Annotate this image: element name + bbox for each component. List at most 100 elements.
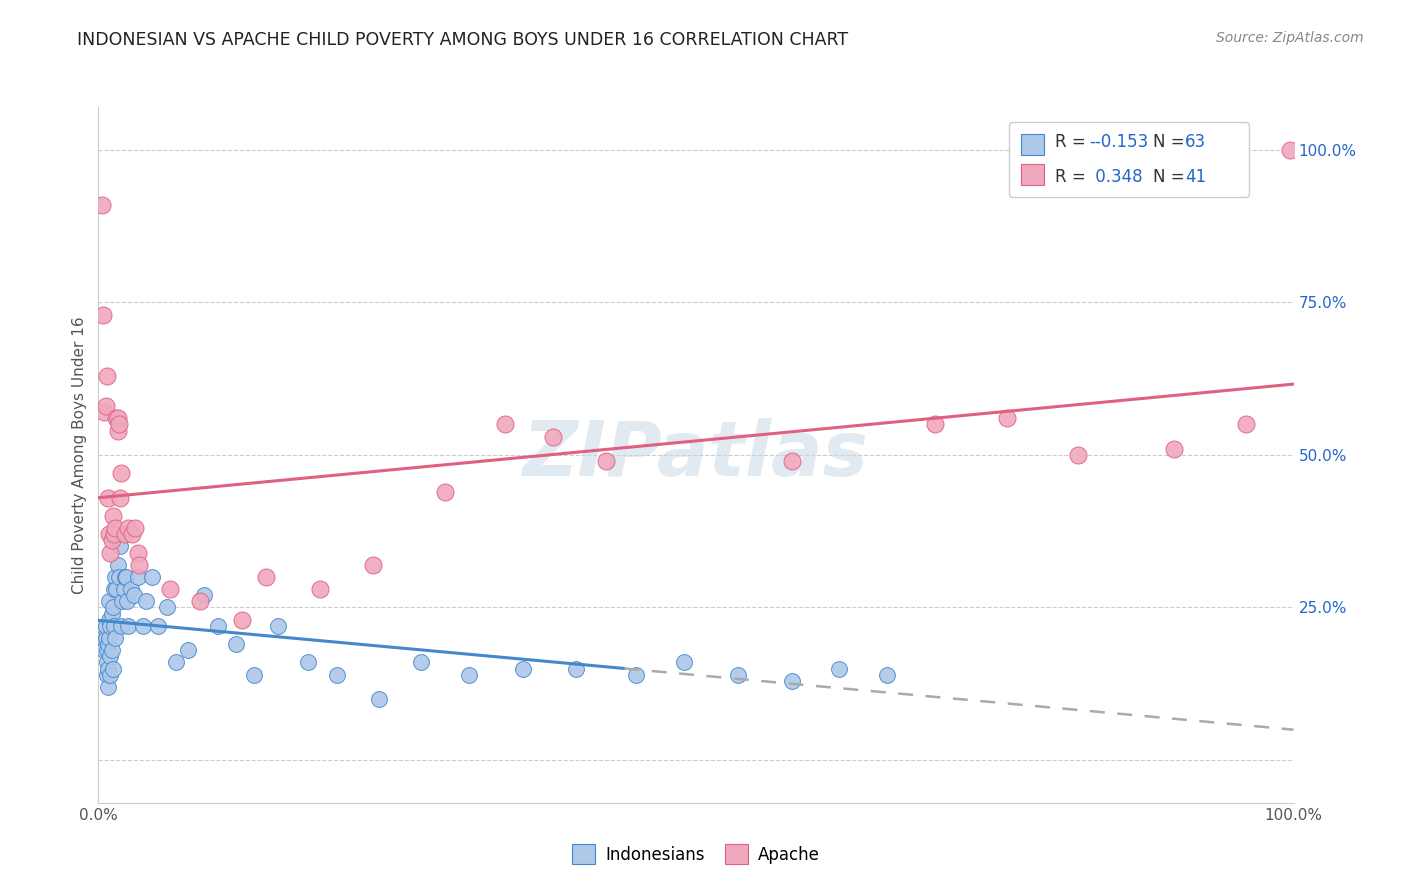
Text: R =: R = [1054,134,1091,152]
Point [207,619,229,633]
Point [673,656,696,670]
Point [107,558,129,572]
Point [103,619,125,633]
Point [112,582,135,597]
Text: R =: R = [1054,168,1091,186]
Point [105,411,128,425]
Point [193,588,215,602]
Point [117,521,139,535]
Point [131,619,153,633]
Point [96,656,118,670]
Point [225,637,247,651]
Point [727,667,749,681]
Point [117,619,139,633]
Point [107,417,129,432]
Point [308,582,330,597]
Point [100,533,122,548]
Point [96,643,118,657]
Point [93,643,115,657]
Text: N =: N = [1153,134,1189,152]
Point [107,411,129,425]
Point [104,570,127,584]
Point [115,594,138,608]
Text: --0.153: --0.153 [1090,134,1149,152]
Point [97,637,120,651]
Point [91,197,114,211]
Point [297,656,319,670]
Point [828,661,851,675]
Point [100,607,122,621]
Legend: Indonesians, Apache: Indonesians, Apache [565,838,827,871]
Text: N =: N = [1153,168,1189,186]
Y-axis label: Child Poverty Among Boys Under 16: Child Poverty Among Boys Under 16 [72,316,87,594]
Point [114,570,136,584]
Point [101,661,124,675]
Point [104,521,127,535]
Point [565,661,588,675]
Point [127,570,149,584]
Text: 0.348: 0.348 [1090,168,1142,186]
Point [188,594,211,608]
Text: 63: 63 [1185,134,1206,152]
Point [108,491,131,505]
Point [124,588,146,602]
Point [780,454,803,468]
Point [121,527,143,541]
Point [111,594,134,608]
Point [924,417,946,432]
Point [128,558,150,572]
Point [107,424,129,438]
Point [1067,448,1090,462]
Point [101,508,124,523]
Point [94,619,117,633]
Point [94,631,117,645]
Point [98,594,121,608]
Point [105,582,128,597]
Text: Source: ZipAtlas.com: Source: ZipAtlas.com [1216,31,1364,45]
Point [110,467,132,481]
Point [98,619,122,633]
Point [98,649,122,664]
Point [115,570,138,584]
Point [135,594,157,608]
Point [876,667,898,681]
Point [104,631,127,645]
Point [512,661,534,675]
Point [1163,442,1185,456]
Point [177,643,200,657]
Point [98,667,122,681]
Text: INDONESIAN VS APACHE CHILD POVERTY AMONG BOYS UNDER 16 CORRELATION CHART: INDONESIAN VS APACHE CHILD POVERTY AMONG… [77,31,848,49]
Point [626,667,648,681]
Point [100,643,122,657]
Point [155,600,177,615]
Point [98,613,121,627]
Point [368,692,391,706]
Point [94,399,117,413]
Point [541,429,564,443]
Point [243,667,266,681]
Point [458,667,481,681]
Point [91,631,114,645]
Point [108,540,131,554]
Point [96,667,118,681]
Point [110,619,132,633]
Point [267,619,290,633]
Point [97,680,120,694]
Point [363,558,385,572]
Point [165,656,187,670]
Point [595,454,617,468]
Point [159,582,181,597]
Text: 41: 41 [1185,168,1206,186]
Point [127,545,149,559]
Point [101,600,124,615]
Point [114,527,136,541]
Point [98,631,121,645]
Point [93,405,115,419]
Point [1234,417,1257,432]
Point [1278,143,1301,157]
Point [97,491,120,505]
Point [97,661,120,675]
Text: ZIPatlas: ZIPatlas [523,418,869,491]
Point [148,619,170,633]
Point [231,613,253,627]
